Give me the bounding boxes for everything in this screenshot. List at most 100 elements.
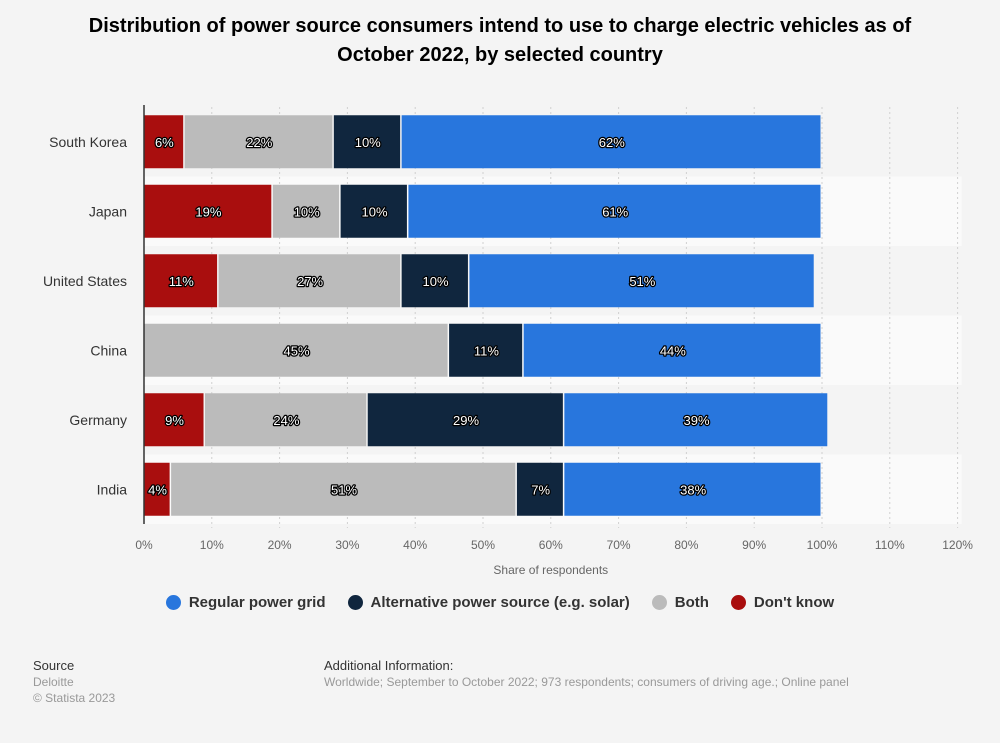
bar-segment: 4% <box>144 462 170 516</box>
data-label: 4% <box>148 482 167 497</box>
legend-marker <box>730 595 746 610</box>
bar <box>449 323 523 377</box>
bar <box>340 184 407 238</box>
x-tick-label: 10% <box>200 538 224 552</box>
bar-segment: 45% <box>144 323 448 377</box>
bar <box>564 393 828 447</box>
x-tick-label: 70% <box>607 538 631 552</box>
x-tick-label: 110% <box>875 538 905 552</box>
legend-marker <box>347 595 363 610</box>
data-label: 51% <box>629 274 655 289</box>
y-tick-label: China <box>90 342 127 358</box>
y-tick-label: United States <box>43 273 127 289</box>
legend-item[interactable]: Regular power grid <box>165 594 326 611</box>
bar-segment: 39% <box>564 393 828 447</box>
bar-segment: 10% <box>401 254 468 308</box>
bar <box>171 462 516 516</box>
bar <box>469 254 814 308</box>
data-label: 10% <box>294 204 320 219</box>
bar <box>144 115 184 169</box>
legend-label: Regular power grid <box>188 594 326 611</box>
data-label: 27% <box>297 274 323 289</box>
data-label: 38% <box>680 482 706 497</box>
legend-marker <box>165 595 181 610</box>
bar <box>564 462 821 516</box>
bar-segment: 9% <box>144 393 204 447</box>
bar <box>401 254 468 308</box>
data-label: 24% <box>273 413 299 428</box>
additional-info: Additional Information: Worldwide; Septe… <box>324 658 849 690</box>
bar <box>144 462 170 516</box>
bar-segment: 10% <box>333 115 401 169</box>
bar-segment: 38% <box>564 462 821 516</box>
data-label: 22% <box>246 135 272 150</box>
x-tick-label: 120% <box>942 538 973 552</box>
bar <box>272 184 340 238</box>
bar <box>205 393 367 447</box>
bar-segment: 22% <box>184 115 333 169</box>
legend-item[interactable]: Alternative power source (e.g. solar) <box>347 594 630 611</box>
bar-segment: 10% <box>340 184 407 238</box>
info-text: Worldwide; September to October 2022; 97… <box>324 675 849 689</box>
legend-item[interactable]: Don't know <box>730 594 835 611</box>
y-tick-label: Japan <box>89 203 127 219</box>
bar-segment: 29% <box>367 393 563 447</box>
bar-segment: 27% <box>218 254 401 308</box>
source-name[interactable]: Deloitte <box>33 675 74 689</box>
source-block: Source Deloitte © Statista 2023 <box>33 658 115 706</box>
bar-chart: 0% 10% 20% 30% 40% 50% 60% 70% 80% 90% 100% 110% 120… <box>43 105 973 577</box>
bar <box>516 462 563 516</box>
bar-segment: 10% <box>272 184 340 238</box>
data-label: 6% <box>155 135 174 150</box>
bar-segment: 19% <box>144 184 272 238</box>
bar <box>144 323 448 377</box>
legend-label: Don't know <box>753 594 835 611</box>
x-tick-label: 20% <box>268 538 292 552</box>
bar-segment: 51% <box>171 462 516 516</box>
data-label: 10% <box>423 274 449 289</box>
data-label: 10% <box>355 135 381 150</box>
bar-segment: 51% <box>469 254 814 308</box>
data-label: 44% <box>660 343 686 358</box>
x-tick-label: 30% <box>335 538 359 552</box>
x-axis-label: Share of respondents <box>493 563 608 577</box>
bar <box>333 115 401 169</box>
bar <box>218 254 401 308</box>
y-tick-label: India <box>97 481 128 497</box>
y-tick-label: Germany <box>69 412 127 428</box>
data-label: 7% <box>531 482 550 497</box>
bar-segment: 7% <box>516 462 563 516</box>
bar-segment: 11% <box>144 254 218 308</box>
data-label: 61% <box>602 204 628 219</box>
x-tick-label: 80% <box>674 538 698 552</box>
x-tick-label: 50% <box>471 538 495 552</box>
data-label: 45% <box>284 343 310 358</box>
source-label: Source <box>33 658 75 673</box>
bar-segment: 44% <box>523 323 821 377</box>
x-tick-label: 100% <box>807 538 838 552</box>
bar <box>408 184 821 238</box>
bar <box>184 115 333 169</box>
bar-segment: 62% <box>401 115 821 169</box>
data-label: 51% <box>331 482 357 497</box>
data-label: 9% <box>165 413 184 428</box>
chart-title: Distribution of power source consumers i… <box>88 15 912 66</box>
data-label: 11% <box>169 274 194 289</box>
legend: Regular power grid Alternative power sour… <box>0 594 1000 611</box>
data-label: 11% <box>474 343 499 358</box>
legend-item[interactable]: Both <box>651 594 709 611</box>
bar <box>367 393 563 447</box>
data-label: 29% <box>453 413 479 428</box>
bar-segment: 11% <box>449 323 523 377</box>
bar <box>401 115 821 169</box>
legend-label: Both <box>674 594 709 611</box>
legend-marker <box>651 595 667 610</box>
info-label: Additional Information: <box>324 658 454 673</box>
bar-segment: 61% <box>408 184 821 238</box>
y-tick-label: South Korea <box>49 134 127 150</box>
bar-segment: 24% <box>205 393 367 447</box>
x-tick-label: 90% <box>742 538 766 552</box>
data-label: 62% <box>599 135 625 150</box>
bar <box>144 393 204 447</box>
